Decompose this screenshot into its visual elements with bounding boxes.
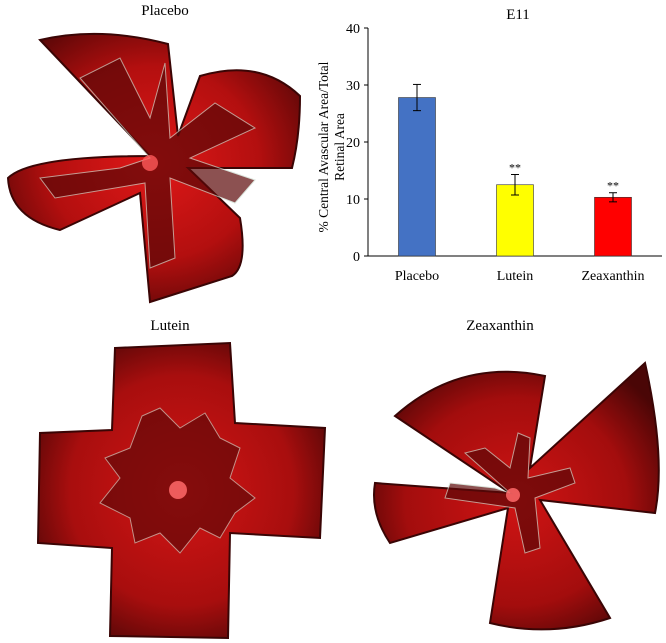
zeaxanthin-panel-label: Zeaxanthin <box>466 318 534 334</box>
lutein-panel-label: Lutein <box>150 318 190 334</box>
significance-marker: ** <box>607 179 619 193</box>
y-tick-label: 10 <box>346 193 360 208</box>
x-tick-label: Placebo <box>395 269 439 284</box>
bar-placebo <box>398 97 436 257</box>
y-axis-label-line1: % Central Avascular Area/Total <box>316 61 331 232</box>
y-tick-label: 40 <box>346 22 360 37</box>
chart-title: E11 <box>506 7 530 23</box>
y-tick-label: 0 <box>353 250 360 265</box>
x-tick-label: Lutein <box>497 269 534 284</box>
placebo-panel-label: Placebo <box>141 3 189 19</box>
placebo-retina-image <box>6 32 302 304</box>
y-axis-label-line2: Retinal Area <box>332 113 347 181</box>
bar-lutein <box>496 184 534 257</box>
y-tick-label: 30 <box>346 79 360 94</box>
avascular-area-bar-chart: E11 % Central Avascular Area/Total Retin… <box>316 7 662 284</box>
zeaxanthin-retina-image <box>373 361 660 631</box>
bar-zeaxanthin <box>594 196 632 257</box>
y-tick-label: 20 <box>346 136 360 151</box>
lutein-retina-image <box>36 341 327 640</box>
x-tick-label: Zeaxanthin <box>582 269 645 284</box>
significance-marker: ** <box>509 160 521 174</box>
